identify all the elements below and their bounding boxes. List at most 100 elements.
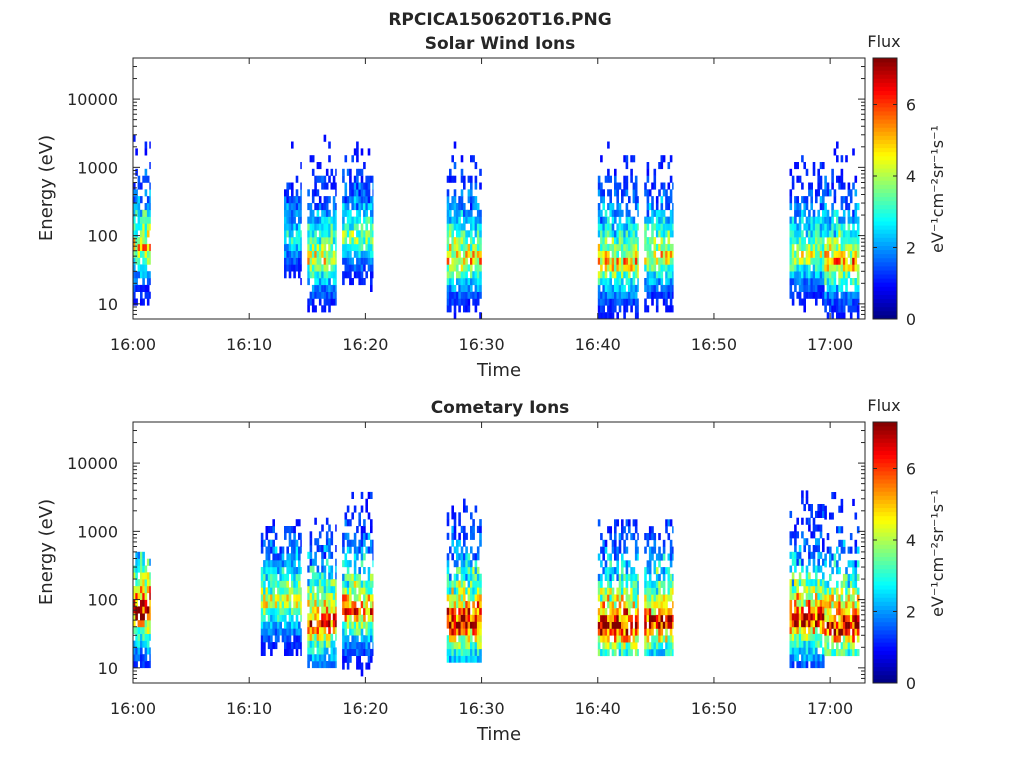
heatmap-cell bbox=[476, 216, 480, 224]
heatmap-cell bbox=[142, 599, 145, 607]
heatmap-cell bbox=[260, 642, 264, 650]
heatmap-cell bbox=[472, 257, 475, 265]
heatmap-cell bbox=[346, 560, 350, 568]
heatmap-cell bbox=[286, 560, 289, 568]
heatmap-cell bbox=[456, 587, 459, 595]
heatmap-cell bbox=[856, 250, 860, 258]
heatmap-cell bbox=[634, 230, 638, 238]
heatmap-cell bbox=[614, 216, 617, 224]
heatmap-cell bbox=[597, 291, 601, 299]
heatmap-cell bbox=[449, 587, 452, 595]
heatmap-cell bbox=[370, 491, 373, 499]
heatmap-cell bbox=[281, 587, 285, 595]
heatmap-cell bbox=[618, 601, 622, 609]
heatmap-cell bbox=[597, 278, 601, 286]
heatmap-cell bbox=[311, 196, 315, 204]
heatmap-cell bbox=[325, 545, 329, 553]
heatmap-cell bbox=[300, 648, 302, 656]
y-tick-label: 100 bbox=[87, 591, 118, 610]
heatmap-cell bbox=[815, 291, 818, 299]
heatmap-cell bbox=[467, 189, 471, 197]
heatmap-cell bbox=[644, 223, 647, 231]
heatmap-cell bbox=[789, 510, 793, 518]
heatmap-cell bbox=[370, 264, 373, 272]
heatmap-cell bbox=[465, 291, 468, 299]
heatmap-cell bbox=[794, 524, 797, 532]
heatmap-cell bbox=[817, 640, 820, 648]
heatmap-cell bbox=[791, 551, 795, 559]
heatmap-cell bbox=[798, 278, 802, 286]
heatmap-cell bbox=[630, 305, 633, 313]
heatmap-cell bbox=[472, 525, 475, 533]
heatmap-cell bbox=[460, 560, 464, 568]
x-tick-label: 16:30 bbox=[459, 699, 505, 718]
heatmap-cell bbox=[353, 560, 357, 568]
heatmap-cell bbox=[332, 237, 336, 245]
colorbar-swatch bbox=[873, 450, 897, 456]
heatmap-cell bbox=[291, 223, 294, 231]
heatmap-cell bbox=[672, 601, 674, 609]
heatmap-cell bbox=[149, 579, 151, 587]
heatmap-cell bbox=[300, 594, 302, 602]
heatmap-cell bbox=[607, 264, 610, 272]
heatmap-cell bbox=[463, 203, 466, 211]
heatmap-cell bbox=[451, 635, 454, 643]
heatmap-cell bbox=[293, 553, 296, 561]
heatmap-cell bbox=[146, 216, 150, 224]
heatmap-cell bbox=[342, 168, 345, 176]
heatmap-cell bbox=[789, 661, 793, 669]
heatmap-cell bbox=[611, 216, 615, 224]
heatmap-cell bbox=[614, 305, 617, 313]
heatmap-cell bbox=[316, 633, 320, 641]
heatmap-cell bbox=[323, 243, 327, 251]
heatmap-cell bbox=[801, 278, 804, 286]
y-axis-label: Energy (eV) bbox=[36, 135, 57, 241]
heatmap-cell bbox=[458, 539, 461, 547]
heatmap-cell bbox=[607, 635, 610, 643]
heatmap-cell bbox=[836, 594, 839, 602]
heatmap-cell bbox=[810, 606, 813, 614]
colorbar-swatch bbox=[873, 159, 897, 165]
heatmap-cell bbox=[854, 284, 858, 292]
heatmap-cell bbox=[618, 587, 622, 595]
heatmap-cell bbox=[342, 257, 345, 265]
heatmap-cell bbox=[789, 243, 793, 251]
heatmap-cell bbox=[625, 271, 629, 279]
heatmap-cell bbox=[144, 209, 148, 217]
heatmap-cell bbox=[840, 587, 844, 595]
heatmap-cell bbox=[144, 230, 148, 238]
heatmap-cell bbox=[829, 264, 832, 272]
heatmap-cell bbox=[307, 223, 310, 231]
heatmap-cell bbox=[328, 291, 331, 299]
heatmap-cell bbox=[798, 271, 802, 279]
heatmap-cell bbox=[463, 539, 466, 547]
heatmap-cell bbox=[279, 594, 282, 602]
heatmap-cell bbox=[826, 284, 830, 292]
heatmap-cell bbox=[798, 606, 802, 614]
heatmap-cell bbox=[621, 594, 624, 602]
heatmap-cell bbox=[449, 614, 452, 622]
heatmap-cell bbox=[451, 648, 454, 656]
heatmap-cell bbox=[446, 621, 450, 629]
heatmap-cell bbox=[349, 573, 352, 581]
heatmap-cell bbox=[318, 298, 322, 306]
heatmap-cell bbox=[335, 647, 337, 655]
heatmap-cell bbox=[665, 243, 668, 251]
heatmap-cell bbox=[847, 614, 851, 622]
heatmap-cell bbox=[144, 565, 148, 573]
heatmap-cell bbox=[669, 642, 673, 650]
heatmap-cell bbox=[845, 608, 848, 616]
heatmap-cell bbox=[370, 223, 373, 231]
heatmap-cell bbox=[344, 580, 348, 588]
heatmap-cell bbox=[133, 647, 136, 655]
heatmap-cell bbox=[842, 257, 846, 265]
heatmap-cell bbox=[644, 614, 647, 622]
heatmap-cell bbox=[277, 601, 280, 609]
heatmap-cell bbox=[789, 551, 793, 559]
heatmap-cell bbox=[829, 298, 832, 306]
heatmap-cell bbox=[817, 551, 820, 559]
heatmap-cell bbox=[479, 621, 482, 629]
heatmap-cell bbox=[600, 250, 603, 258]
heatmap-cell bbox=[300, 567, 302, 575]
